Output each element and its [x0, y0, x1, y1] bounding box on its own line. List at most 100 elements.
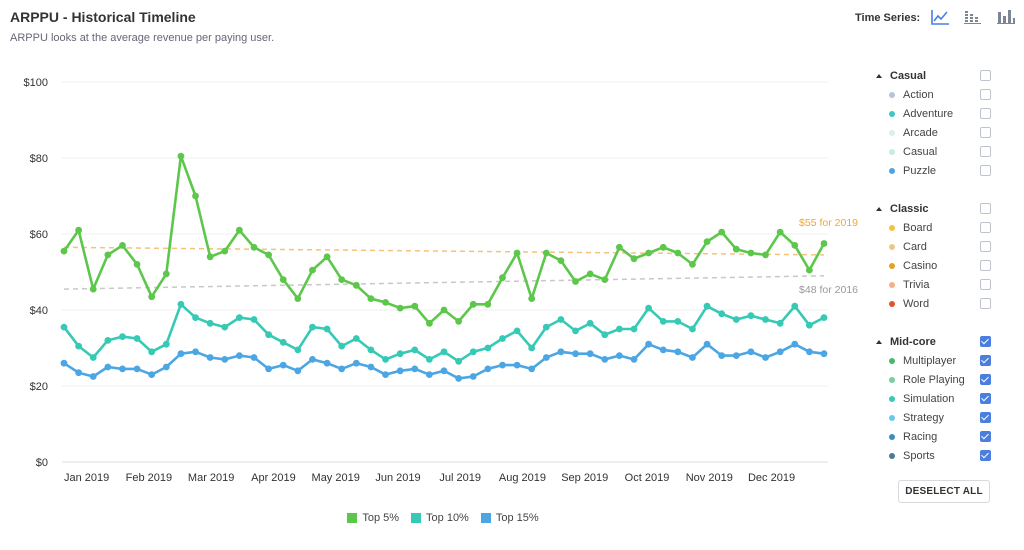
data-point [192, 314, 199, 321]
filter-item[interactable]: Sports [872, 446, 1002, 465]
filter-checkbox[interactable] [980, 127, 991, 138]
data-point [820, 314, 828, 321]
filter-checkbox[interactable] [980, 222, 991, 233]
data-point [557, 316, 565, 323]
group-checkbox[interactable] [980, 203, 991, 214]
filter-item[interactable]: Word [872, 294, 1002, 313]
legend-swatch [411, 513, 422, 523]
filter-group-header[interactable]: Mid-core [872, 332, 1002, 351]
data-point [645, 340, 653, 348]
filter-item[interactable]: Casual [872, 142, 1002, 161]
line-chart-button[interactable] [929, 7, 951, 27]
data-point [718, 310, 726, 318]
filter-item[interactable]: Arcade [872, 123, 1002, 142]
data-point [732, 245, 740, 253]
filter-checkbox[interactable] [980, 108, 991, 119]
data-point [732, 316, 740, 323]
filter-checkbox[interactable] [980, 146, 991, 157]
filter-group-header[interactable]: Classic [872, 199, 1002, 218]
data-point [104, 337, 112, 344]
x-tick-label: May 2019 [312, 472, 360, 484]
filter-checkbox[interactable] [980, 260, 991, 271]
data-point [250, 316, 258, 323]
x-tick-label: Dec 2019 [748, 472, 795, 484]
data-point [309, 323, 316, 331]
filter-item-label: Board [903, 221, 933, 234]
filter-checkbox[interactable] [980, 89, 991, 100]
data-point [542, 249, 550, 257]
group-checkbox[interactable] [980, 336, 991, 347]
data-point [762, 316, 769, 323]
filter-item[interactable]: Adventure [872, 104, 1002, 123]
filter-group-label: Mid-core [890, 335, 936, 348]
filter-item-label: Card [903, 240, 927, 253]
trend-line [63, 275, 825, 290]
data-point [645, 304, 653, 312]
filter-item[interactable]: Strategy [872, 408, 1002, 427]
filter-item-label: Adventure [903, 107, 954, 120]
group-checkbox[interactable] [980, 70, 991, 81]
filter-item-label: Casual [903, 145, 938, 158]
data-point [382, 356, 389, 363]
filter-group-header[interactable]: Casual [872, 66, 1002, 85]
deselect-all-button[interactable]: DESELECT ALL [898, 480, 990, 503]
filter-item[interactable]: Role Playing [872, 370, 1002, 389]
trend-label: $48 for 2016 [799, 284, 858, 296]
data-point [235, 314, 243, 321]
x-tick-label: Jul 2019 [439, 472, 481, 484]
filter-item[interactable]: Card [872, 237, 1002, 256]
data-point [689, 325, 696, 333]
filter-checkbox[interactable] [980, 412, 991, 423]
filter-item[interactable]: Puzzle [872, 161, 1002, 180]
filter-item[interactable]: Casino [872, 256, 1002, 275]
filter-item-label: Casino [903, 259, 938, 272]
filter-item-label: Multiplayer [903, 354, 957, 367]
data-point [89, 373, 97, 380]
filter-item[interactable]: Simulation [872, 389, 1002, 408]
data-point [133, 365, 141, 373]
data-point [148, 293, 156, 301]
data-point [411, 302, 419, 310]
data-point [455, 318, 463, 325]
data-point [352, 281, 360, 289]
color-dot-icon [889, 300, 895, 307]
legend-item[interactable]: Top 15% [480, 512, 539, 524]
data-point [542, 354, 550, 361]
data-point [601, 356, 609, 363]
filter-checkbox[interactable] [980, 298, 991, 309]
filter-item[interactable]: Multiplayer [872, 351, 1002, 370]
y-tick-label: $60 [30, 229, 48, 241]
filter-checkbox[interactable] [980, 374, 991, 385]
data-point [513, 327, 521, 335]
data-point [133, 261, 141, 268]
data-point [89, 354, 97, 361]
x-tick-label: Sep 2019 [561, 472, 608, 484]
data-point [396, 367, 404, 375]
filter-checkbox[interactable] [980, 450, 991, 461]
legend-item[interactable]: Top 10% [411, 512, 469, 524]
bar-chart-button[interactable] [995, 7, 1017, 27]
data-point [805, 266, 813, 274]
data-point [776, 348, 784, 356]
data-point [791, 242, 799, 249]
data-point [747, 312, 755, 320]
data-point [221, 323, 229, 331]
filter-group-label: Casual [890, 69, 927, 82]
y-tick-label: $40 [30, 305, 48, 317]
data-point [528, 295, 536, 302]
data-point [367, 363, 375, 371]
filter-item[interactable]: Action [872, 85, 1002, 104]
filter-checkbox[interactable] [980, 165, 991, 176]
filter-item[interactable]: Trivia [872, 275, 1002, 294]
filter-checkbox[interactable] [980, 393, 991, 404]
filter-item[interactable]: Racing [872, 427, 1002, 446]
filter-checkbox[interactable] [980, 355, 991, 366]
data-point [674, 249, 682, 257]
filter-item[interactable]: Board [872, 218, 1002, 237]
stacked-bar-chart-button[interactable] [962, 7, 984, 27]
legend-item[interactable]: Top 5% [347, 512, 399, 524]
filter-checkbox[interactable] [980, 279, 991, 290]
data-point [703, 340, 711, 348]
filter-checkbox[interactable] [980, 241, 991, 252]
filter-checkbox[interactable] [980, 431, 991, 442]
